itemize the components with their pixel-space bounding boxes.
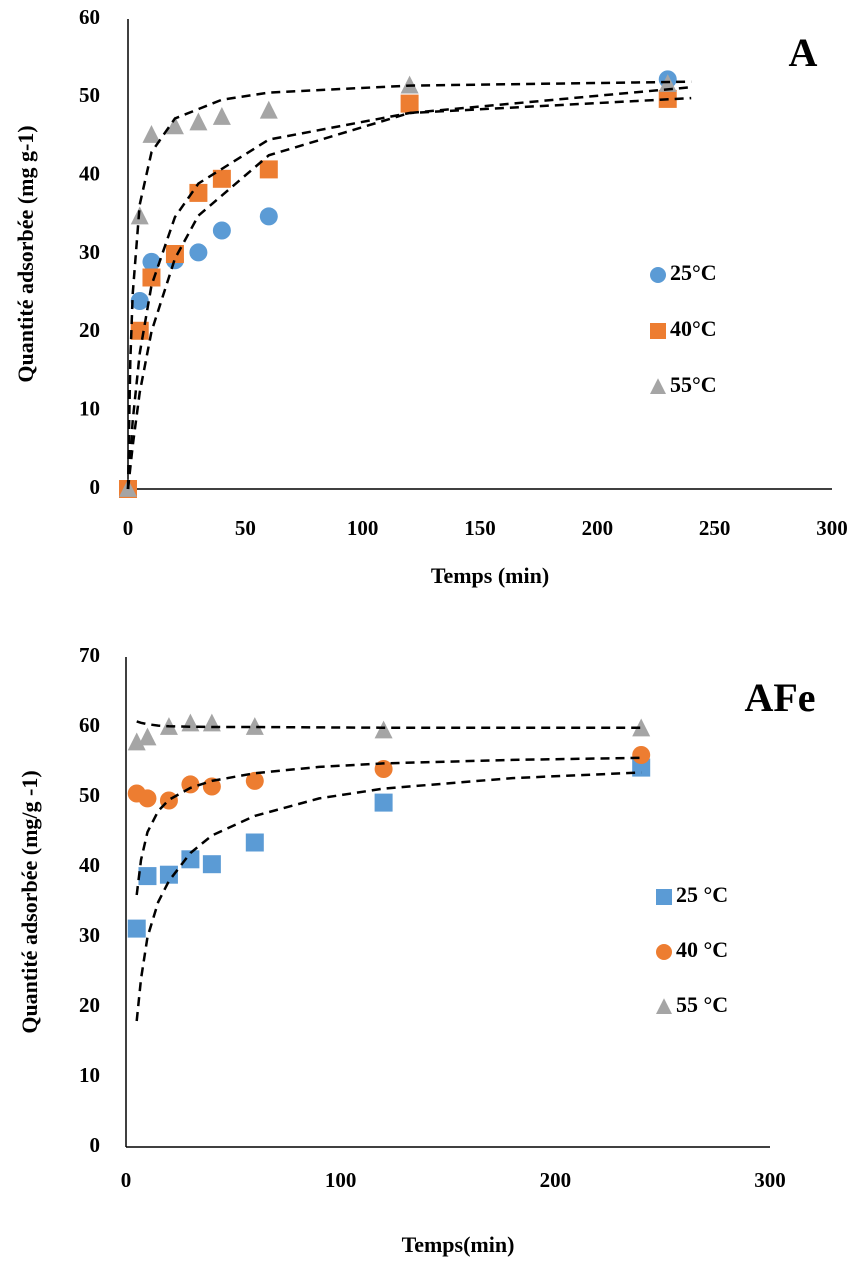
x-tick-label: 200 (540, 1168, 572, 1192)
x-tick-label: 150 (464, 516, 496, 540)
marker-square (127, 919, 146, 938)
marker-square (212, 169, 231, 188)
x-tick-label: 100 (325, 1168, 357, 1192)
x-tick-label: 100 (347, 516, 379, 540)
fit-curve (126, 80, 692, 490)
y-tick-label: 10 (79, 396, 100, 420)
marker-square (245, 833, 264, 852)
legend-text: 25°C (670, 260, 717, 285)
marker-triangle (259, 100, 278, 119)
y-tick-label: 0 (90, 1133, 101, 1157)
y-tick-label: 40 (79, 853, 100, 877)
marker-triangle (127, 732, 146, 751)
marker-triangle (165, 116, 184, 135)
marker-square (400, 94, 419, 113)
marker-circle (138, 789, 157, 808)
marker-square (130, 321, 149, 340)
x-tick-label: 0 (123, 516, 134, 540)
legend-text: 55 °C (676, 992, 728, 1017)
marker-triangle (142, 125, 161, 143)
legend-text: 25 °C (676, 882, 728, 907)
y-tick-label: 20 (79, 318, 100, 342)
y-tick-label: 70 (79, 643, 100, 667)
x-tick-label: 0 (121, 1168, 132, 1192)
y-tick-label: 60 (79, 5, 100, 29)
marker-square (650, 323, 666, 339)
y-tick-label: 20 (79, 993, 100, 1017)
fit-curve (135, 771, 642, 1022)
y-axis-title: Quantité adsorbée (mg/g -1) (17, 770, 42, 1033)
marker-circle (181, 775, 200, 794)
y-tick-label: 40 (79, 161, 100, 185)
x-tick-label: 300 (754, 1168, 786, 1192)
x-tick-label: 250 (699, 516, 731, 540)
marker-triangle (656, 998, 672, 1015)
panel-label: AFe (744, 675, 815, 720)
marker-circle (632, 746, 651, 764)
marker-square (189, 183, 208, 202)
marker-square (142, 268, 161, 287)
panel-label: A (789, 30, 818, 75)
legend-text: 40°C (670, 316, 717, 341)
marker-circle (189, 243, 208, 262)
marker-triangle (212, 107, 231, 125)
marker-triangle (374, 720, 393, 739)
legend-text: 40 °C (676, 937, 728, 962)
x-tick-label: 300 (816, 516, 848, 540)
marker-square (632, 758, 651, 777)
fit-curve (136, 720, 642, 729)
y-axis-title: Quantité adsorbée (mg g-1) (13, 125, 38, 382)
marker-square (374, 793, 393, 812)
legend-text: 55°C (670, 372, 717, 397)
marker-circle (656, 944, 672, 960)
fit-curve (126, 85, 692, 490)
y-tick-label: 30 (79, 240, 100, 264)
marker-circle (650, 267, 666, 283)
x-tick-label: 200 (582, 516, 614, 540)
marker-triangle (189, 112, 208, 131)
marker-circle (130, 292, 149, 310)
marker-circle (212, 221, 231, 240)
marker-triangle (632, 718, 651, 737)
marker-square (202, 855, 221, 874)
y-tick-label: 10 (79, 1063, 100, 1087)
y-tick-label: 0 (90, 475, 101, 499)
marker-triangle (202, 713, 221, 732)
marker-triangle (181, 713, 200, 732)
marker-square (259, 160, 278, 179)
x-axis-title: Temps (min) (431, 563, 549, 588)
marker-square (138, 867, 157, 886)
y-tick-label: 50 (79, 783, 100, 807)
marker-triangle (245, 717, 264, 735)
marker-circle (245, 771, 264, 790)
x-tick-label: 50 (235, 516, 256, 540)
y-tick-label: 30 (79, 923, 100, 947)
marker-square (159, 865, 178, 884)
fit-curve (135, 756, 642, 896)
marker-circle (202, 777, 221, 796)
marker-circle (142, 252, 161, 271)
y-tick-label: 60 (79, 713, 100, 737)
marker-triangle (138, 727, 157, 746)
x-axis-title: Temps(min) (402, 1232, 515, 1257)
y-tick-label: 50 (79, 83, 100, 107)
fit-curve (126, 96, 692, 490)
marker-square (181, 850, 200, 869)
marker-circle (259, 207, 278, 226)
marker-square (656, 889, 672, 905)
marker-triangle (650, 378, 666, 395)
